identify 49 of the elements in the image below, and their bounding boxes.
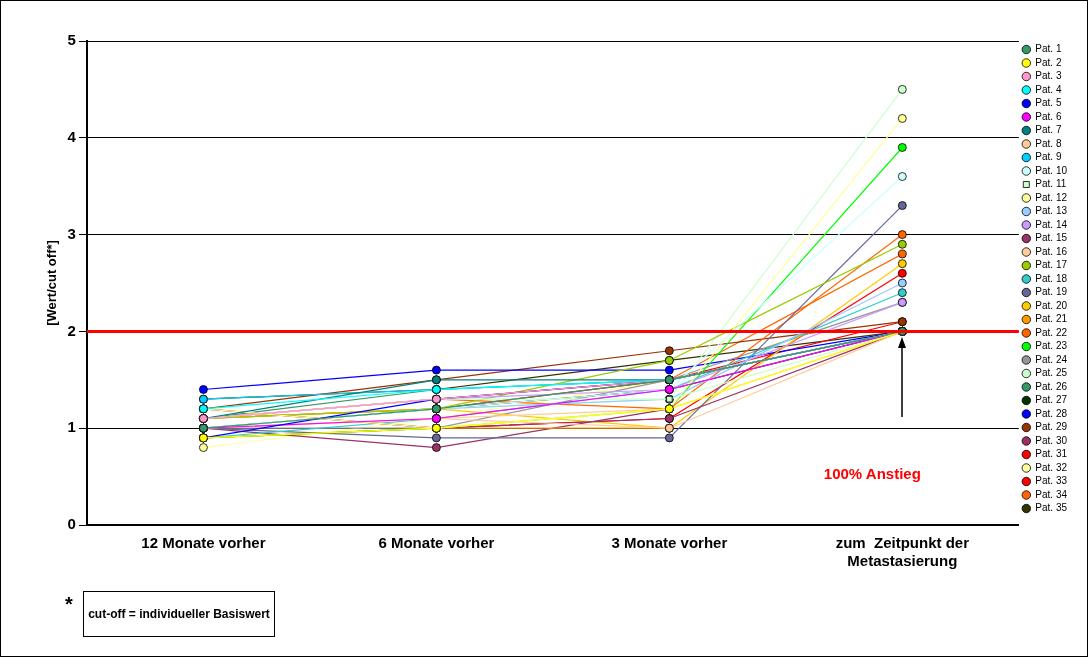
legend-label: Pat. 1 [1035,43,1062,55]
y-tick-label: 2 [67,321,76,339]
y-tick-label: 5 [67,31,76,49]
legend-label: Pat. 5 [1035,97,1062,109]
legend-label: Pat. 29 [1035,421,1068,433]
legend-label: Pat. 30 [1035,434,1068,446]
y-tick-label: 4 [67,127,77,145]
legend-label: Pat. 12 [1035,191,1068,203]
legend-label: Pat. 9 [1035,151,1062,163]
legend-label: Pat. 14 [1035,218,1068,230]
legend-label: Pat. 27 [1035,394,1068,406]
legend-label: Pat. 33 [1035,475,1068,487]
x-tick-label: 12 Monate vorher [141,534,266,552]
x-tick-label: 6 Monate vorher [378,534,495,552]
legend-label: Pat. 6 [1035,110,1062,122]
legend-label: Pat. 25 [1035,367,1068,379]
text: cut-off = individueller Basiswert [83,591,275,637]
legend-label: Pat. 23 [1035,340,1068,352]
legend-label: Pat. 32 [1035,461,1068,473]
legend-label: Pat. 7 [1035,124,1062,136]
legend-label: Pat. 17 [1035,259,1068,271]
legend-label: Pat. 11 [1035,178,1067,190]
legend-label: Pat. 16 [1035,245,1068,257]
legend-label: Pat. 31 [1035,448,1068,460]
y-tick-label: 0 [67,515,76,533]
legend-label: Pat. 3 [1035,70,1062,82]
y-tick-label: 3 [67,224,76,242]
legend-label: Pat. 21 [1035,313,1068,325]
legend-label: Pat. 34 [1035,488,1068,500]
legend-label: Pat. 15 [1035,232,1068,244]
legend-label: Pat. 19 [1035,286,1068,298]
legend-label: Pat. 4 [1035,83,1062,95]
x-tick-label: zum Zeitpunkt der Metastasierung [835,534,970,570]
y-tick-label: 1 [67,418,76,436]
legend-label: Pat. 2 [1035,56,1062,68]
y-axis-title: [Wert/cut off*] [44,240,60,326]
legend-label: Pat. 20 [1035,299,1068,311]
legend-label: Pat. 18 [1035,272,1068,284]
legend-label: Pat. 10 [1035,164,1068,176]
annotation: 100% Anstieg [823,464,921,482]
legend-label: Pat. 35 [1035,502,1068,514]
legend-label: Pat. 13 [1035,205,1068,217]
legend-label: Pat. 8 [1035,137,1062,149]
x-tick-label: 3 Monate vorher [611,534,728,552]
legend-label: Pat. 24 [1035,353,1068,365]
legend-label: Pat. 22 [1035,326,1068,338]
text: * [65,593,73,616]
legend-label: Pat. 28 [1035,407,1068,419]
legend-label: Pat. 26 [1035,380,1068,392]
